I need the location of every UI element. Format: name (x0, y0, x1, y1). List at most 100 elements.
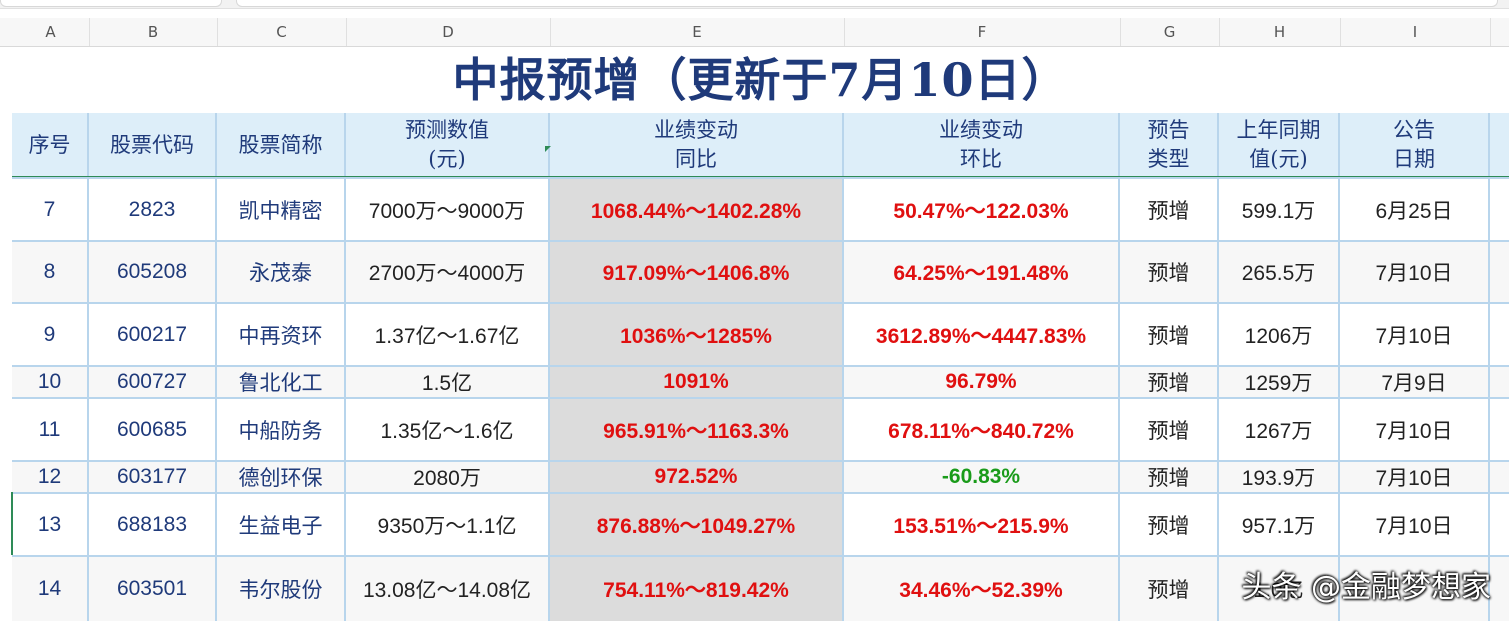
table-row: 11 600685 中船防务 1.35亿～1.6亿 965.91%～1163.3% 678… (12, 397, 1509, 460)
cell-prev[interactable]: 193.9万 (1219, 462, 1340, 492)
cell-yoy[interactable]: 876.88%～1049.27% (550, 494, 844, 555)
cell-code[interactable]: 600685 (89, 399, 217, 460)
cell-type[interactable]: 预增 (1120, 494, 1219, 555)
header-code[interactable]: 股票代码 (89, 113, 217, 177)
cell-code[interactable]: 600727 (89, 367, 217, 397)
cell-qoq[interactable]: 3612.89%～4447.83% (844, 304, 1120, 365)
cell-name[interactable]: 德创环保 (217, 462, 346, 492)
cell-name[interactable]: 生益电子 (217, 494, 346, 555)
column-header-D[interactable]: D (346, 18, 551, 46)
header-type[interactable]: 预告 类型 (1120, 113, 1219, 177)
cell-qoq[interactable]: -60.83% (844, 462, 1120, 492)
column-header-A[interactable]: A (12, 18, 90, 46)
cell-prev[interactable]: 1267万 (1219, 399, 1340, 460)
cell-forecast[interactable]: 2700万～4000万 (346, 242, 550, 302)
cell-prev[interactable]: 1259万 (1219, 367, 1340, 397)
cell-seq[interactable]: 13 (12, 494, 89, 555)
cell-yoy[interactable]: 1036%～1285% (550, 304, 844, 365)
selection-line (12, 176, 1509, 177)
cell-name[interactable]: 韦尔股份 (217, 557, 346, 621)
header-forecast[interactable]: 预测数值 (元) (346, 113, 550, 177)
cell-qoq[interactable]: 64.25%～191.48% (844, 242, 1120, 302)
cell-forecast[interactable]: 9350万～1.1亿 (346, 494, 550, 555)
cell-date[interactable]: 7月10日 (1340, 462, 1490, 492)
header-name[interactable]: 股票简称 (217, 113, 346, 177)
column-header-G[interactable]: G (1120, 18, 1220, 46)
cell-qoq[interactable]: 34.46%～52.39% (844, 557, 1120, 621)
cell-seq[interactable]: 10 (12, 367, 89, 397)
cell-code[interactable]: 600217 (89, 304, 217, 365)
cell-qoq[interactable]: 50.47%～122.03% (844, 179, 1120, 240)
cell-prev[interactable]: 1206万 (1219, 304, 1340, 365)
cell-seq[interactable]: 11 (12, 399, 89, 460)
cell-type[interactable]: 预增 (1120, 179, 1219, 240)
cell-code[interactable]: 688183 (89, 494, 217, 555)
cell-yoy[interactable]: 754.11%～819.42% (550, 557, 844, 621)
column-header-C[interactable]: C (217, 18, 347, 46)
header-date[interactable]: 公告 日期 (1340, 113, 1490, 177)
table-row: 14 603501 韦尔股份 13.08亿～14.08亿 754.11%～819.42%… (12, 555, 1509, 621)
cell-forecast[interactable]: 1.5亿 (346, 367, 550, 397)
cell-forecast[interactable]: 7000万～9000万 (346, 179, 550, 240)
column-header-B[interactable]: B (89, 18, 218, 46)
cell-date[interactable]: 7月10日 (1340, 304, 1490, 365)
column-header-E[interactable]: E (550, 18, 845, 46)
window-top-strip (0, 0, 1509, 9)
cell-prev[interactable]: 599.1万 (1219, 179, 1340, 240)
cell-seq[interactable]: 14 (12, 557, 89, 621)
column-header-H[interactable]: H (1219, 18, 1341, 46)
cell-yoy[interactable]: 1091% (550, 367, 844, 397)
cell-code[interactable]: 603177 (89, 462, 217, 492)
cell-date[interactable]: 7月10日 (1340, 494, 1490, 555)
column-header-F[interactable]: F (844, 18, 1121, 46)
cell-type[interactable]: 预增 (1120, 304, 1219, 365)
cell-forecast[interactable]: 2080万 (346, 462, 550, 492)
cell-prev[interactable]: 957.1万 (1219, 494, 1340, 555)
header-seq[interactable]: 序号 (12, 113, 89, 177)
cell-forecast[interactable]: 1.35亿～1.6亿 (346, 399, 550, 460)
cell-yoy[interactable]: 1068.44%～1402.28% (550, 179, 844, 240)
table-row: 12 603177 德创环保 2080万 972.52% -60.83% 预增 193.9万 7… (12, 460, 1509, 492)
cell-type[interactable]: 预增 (1120, 399, 1219, 460)
cell-yoy[interactable]: 965.91%～1163.3% (550, 399, 844, 460)
cell-code[interactable]: 603501 (89, 557, 217, 621)
table-row: 7 2823 凯中精密 7000万～9000万 1068.44%～1402.28% 50.… (12, 177, 1509, 240)
cell-seq[interactable]: 12 (12, 462, 89, 492)
cell-name[interactable]: 凯中精密 (217, 179, 346, 240)
sheet-title[interactable]: 中报预增（更新于7月10日） (12, 47, 1509, 113)
cell-date[interactable]: 6月25日 (1340, 179, 1490, 240)
cell-seq[interactable]: 8 (12, 242, 89, 302)
cell-date[interactable]: 7月10日 (1340, 242, 1490, 302)
cell-yoy[interactable]: 972.52% (550, 462, 844, 492)
cell-name[interactable]: 鲁北化工 (217, 367, 346, 397)
cell-type[interactable]: 预增 (1120, 462, 1219, 492)
cell-forecast[interactable]: 13.08亿～14.08亿 (346, 557, 550, 621)
cell-forecast[interactable]: 1.37亿～1.67亿 (346, 304, 550, 365)
header-prev[interactable]: 上年同期 值(元) (1219, 113, 1340, 177)
cell-type[interactable]: 预增 (1120, 367, 1219, 397)
cell-name[interactable]: 永茂泰 (217, 242, 346, 302)
sheet-tab[interactable] (0, 0, 222, 7)
cell-date[interactable]: 7月10日 (1340, 399, 1490, 460)
table-row: 8 605208 永茂泰 2700万～4000万 917.09%～1406.8% 64.2… (12, 240, 1509, 302)
header-yoy[interactable]: 业绩变动 同比 (550, 113, 844, 177)
cell-yoy[interactable]: 917.09%～1406.8% (550, 242, 844, 302)
cell-date[interactable] (1340, 557, 1490, 621)
cell-date[interactable]: 7月9日 (1340, 367, 1490, 397)
cell-qoq[interactable]: 153.51%～215.9% (844, 494, 1120, 555)
sheet-tab[interactable] (236, 0, 1498, 7)
cell-seq[interactable]: 9 (12, 304, 89, 365)
cell-code[interactable]: 2823 (89, 179, 217, 240)
cell-type[interactable]: 预增 (1120, 242, 1219, 302)
cell-prev[interactable]: 1.0亿 (1219, 557, 1340, 621)
cell-qoq[interactable]: 678.11%～840.72% (844, 399, 1120, 460)
cell-name[interactable]: 中再资环 (217, 304, 346, 365)
header-qoq[interactable]: 业绩变动 环比 (844, 113, 1120, 177)
cell-qoq[interactable]: 96.79% (844, 367, 1120, 397)
cell-code[interactable]: 605208 (89, 242, 217, 302)
cell-type[interactable]: 预增 (1120, 557, 1219, 621)
cell-seq[interactable]: 7 (12, 179, 89, 240)
cell-name[interactable]: 中船防务 (217, 399, 346, 460)
column-header-I[interactable]: I (1340, 18, 1491, 46)
cell-prev[interactable]: 265.5万 (1219, 242, 1340, 302)
